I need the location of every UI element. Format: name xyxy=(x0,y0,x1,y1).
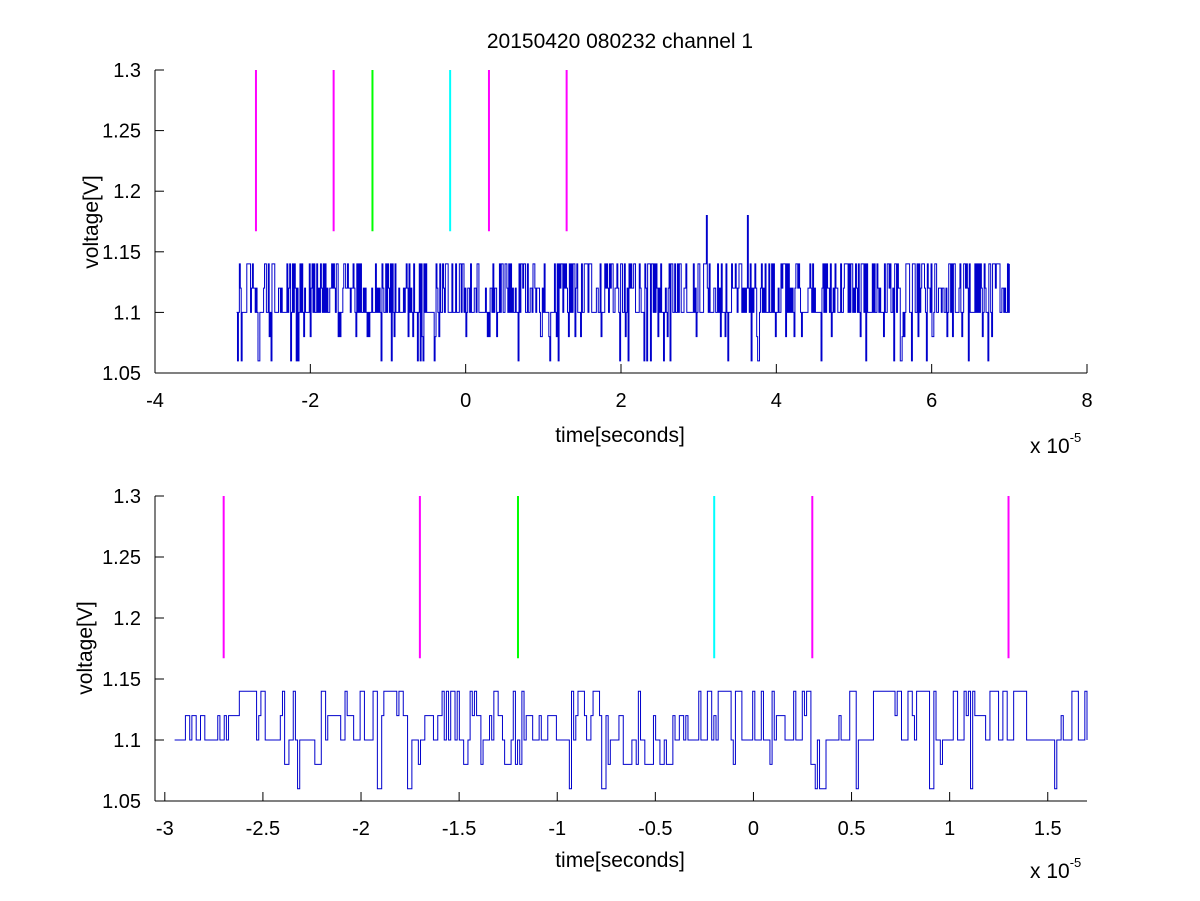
x-tick-label: -0.5 xyxy=(638,818,672,840)
x-tick-label: 8 xyxy=(1081,390,1092,412)
x-tick-label: 0 xyxy=(748,818,759,840)
y-tick-label: 1.15 xyxy=(102,669,141,691)
y-tick-label: 1.05 xyxy=(102,363,141,385)
x-tick-label: 1.5 xyxy=(1034,818,1062,840)
y-tick-label: 1.15 xyxy=(102,242,141,264)
figure-title: 20150420 080232 channel 1 xyxy=(487,30,753,53)
y-tick-label: 1.3 xyxy=(113,60,141,82)
y-tick-label: 1.25 xyxy=(102,547,141,569)
x-tick-label: 4 xyxy=(771,390,782,412)
x-tick-label: -3 xyxy=(156,818,174,840)
y-tick-label: 1.1 xyxy=(113,730,141,752)
x-tick-label: 0.5 xyxy=(838,818,866,840)
top-y-axis-label: voltage[V] xyxy=(80,175,103,268)
bottom-x-exponent-power: -5 xyxy=(1070,855,1082,870)
top-x-exponent: x 10-5 xyxy=(1030,430,1081,458)
x-tick-label: -1.5 xyxy=(442,818,476,840)
top-axes: -4 -2 0 2 4 6 8 1.05 1.1 1.15 1.2 1.25 1.3 xyxy=(102,60,1093,412)
voltage-signal-trace xyxy=(174,690,1088,790)
x-tick-label: -2.5 xyxy=(246,818,280,840)
bottom-x-exponent: x 10-5 xyxy=(1030,855,1081,883)
y-tick-label: 1.2 xyxy=(113,181,141,203)
bottom-x-exponent-base: x 10 xyxy=(1030,860,1070,883)
y-tick-label: 1.3 xyxy=(113,486,141,508)
top-subplot: -4 -2 0 2 4 6 8 1.05 1.1 1.15 1.2 1.25 1.3 time[seco… xyxy=(80,60,1093,458)
x-tick-label: 2 xyxy=(615,390,626,412)
top-x-exponent-power: -5 xyxy=(1070,430,1082,445)
y-tick-label: 1.2 xyxy=(113,608,141,630)
y-tick-label: 1.1 xyxy=(113,302,141,324)
bottom-x-axis-label: time[seconds] xyxy=(555,849,685,872)
bottom-event-markers xyxy=(222,496,1010,659)
x-tick-label: -2 xyxy=(301,390,319,412)
voltage-signal-trace xyxy=(236,214,1010,362)
bottom-y-axis-label: voltage[V] xyxy=(74,601,97,694)
top-event-markers xyxy=(254,70,568,232)
top-x-axis-label: time[seconds] xyxy=(555,424,685,447)
x-tick-label: 1 xyxy=(944,818,955,840)
top-signal-trace-group xyxy=(236,214,1010,362)
x-tick-label: -1 xyxy=(548,818,566,840)
bottom-subplot: -3 -2.5 -2 -1.5 -1 -0.5 0 0.5 1 1.5 1.05 1.1 1.15 1.2… xyxy=(74,486,1088,883)
y-tick-label: 1.05 xyxy=(102,791,141,813)
bottom-signal-trace-group xyxy=(174,690,1088,790)
x-tick-label: 0 xyxy=(460,390,471,412)
y-tick-label: 1.25 xyxy=(102,121,141,143)
top-x-exponent-base: x 10 xyxy=(1030,435,1070,458)
x-tick-label: -4 xyxy=(146,390,164,412)
x-tick-label: 6 xyxy=(926,390,937,412)
x-tick-label: -2 xyxy=(352,818,370,840)
bottom-axes: -3 -2.5 -2 -1.5 -1 -0.5 0 0.5 1 1.5 1.05 1.1 1.15 1.2… xyxy=(102,486,1087,840)
